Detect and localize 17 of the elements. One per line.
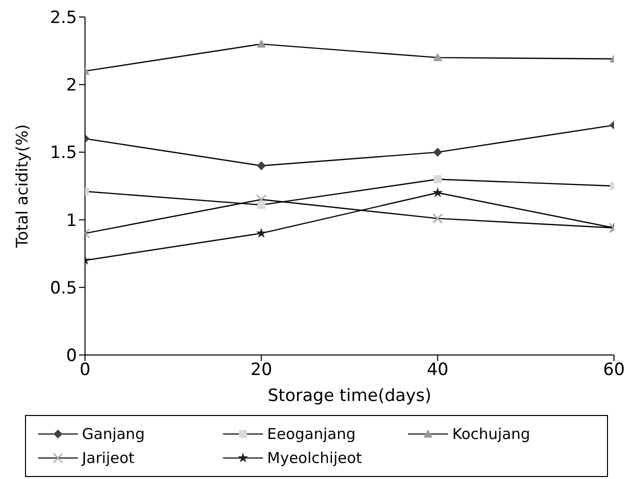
legend-label: Eeoganjang [267,425,356,443]
x-tick-label: 20 [250,360,272,380]
legend-label: Ganjang [82,425,145,443]
y-tick-label: 1 [66,210,77,231]
x-tick-label: 40 [426,360,448,380]
y-tick-label: 2.5 [50,8,77,28]
x-tick-label: 0 [80,360,90,380]
x-axis-title: Storage time(days) [268,386,432,406]
legend-label: Kochujang [452,425,530,443]
legend-label: Myeolchijeot [267,449,362,467]
y-tick-label: 0 [66,346,77,366]
legend-label: Jarijeot [82,449,134,467]
y-tick-label: 0.5 [50,278,77,298]
y-tick-label: 1.5 [50,143,77,164]
y-tick-label: 2 [66,76,77,96]
y-axis-title: Total acidity(%) [12,124,32,249]
x-tick-label: 60 [603,360,625,380]
